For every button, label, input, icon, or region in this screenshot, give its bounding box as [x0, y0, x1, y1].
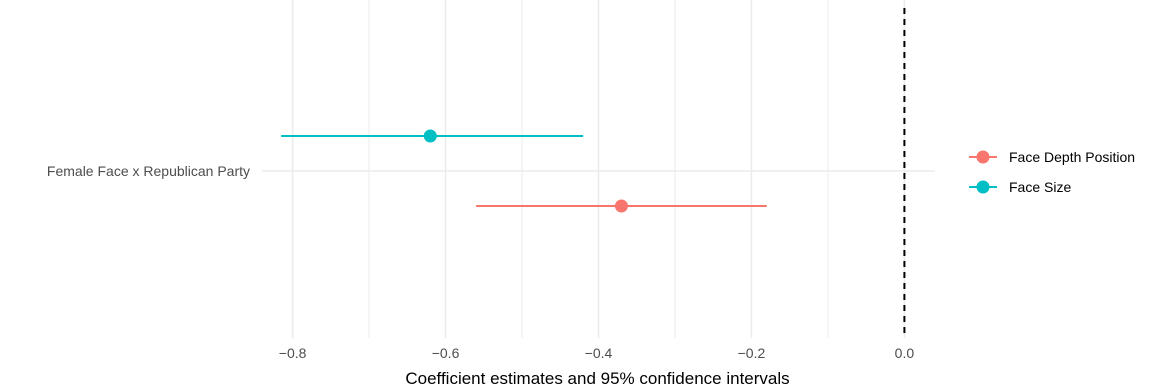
estimate-point	[423, 129, 437, 143]
estimate-point	[614, 199, 628, 213]
x-tick-label: −0.6	[432, 345, 460, 361]
legend-item: Face Depth Position	[969, 149, 1135, 165]
legend: Face Depth Position Face Size	[969, 149, 1135, 195]
x-tick-label: −0.2	[738, 345, 766, 361]
legend-key-point	[976, 180, 990, 194]
x-tick-label: 0.0	[895, 345, 915, 361]
x-tick-labels: −0.8 −0.6 −0.4 −0.2 0.0	[279, 345, 915, 361]
legend-label: Face Depth Position	[1009, 149, 1135, 165]
legend-label: Face Size	[1009, 179, 1071, 195]
series-marks	[281, 129, 767, 213]
grid-lines	[262, 0, 935, 338]
x-tick-label: −0.4	[585, 345, 613, 361]
legend-item: Face Size	[969, 179, 1071, 195]
x-tick-label: −0.8	[279, 345, 307, 361]
legend-key-point	[976, 150, 990, 164]
y-category-label: Female Face x Republican Party	[47, 163, 250, 179]
x-axis-title: Coefficient estimates and 95% confidence…	[405, 369, 789, 388]
